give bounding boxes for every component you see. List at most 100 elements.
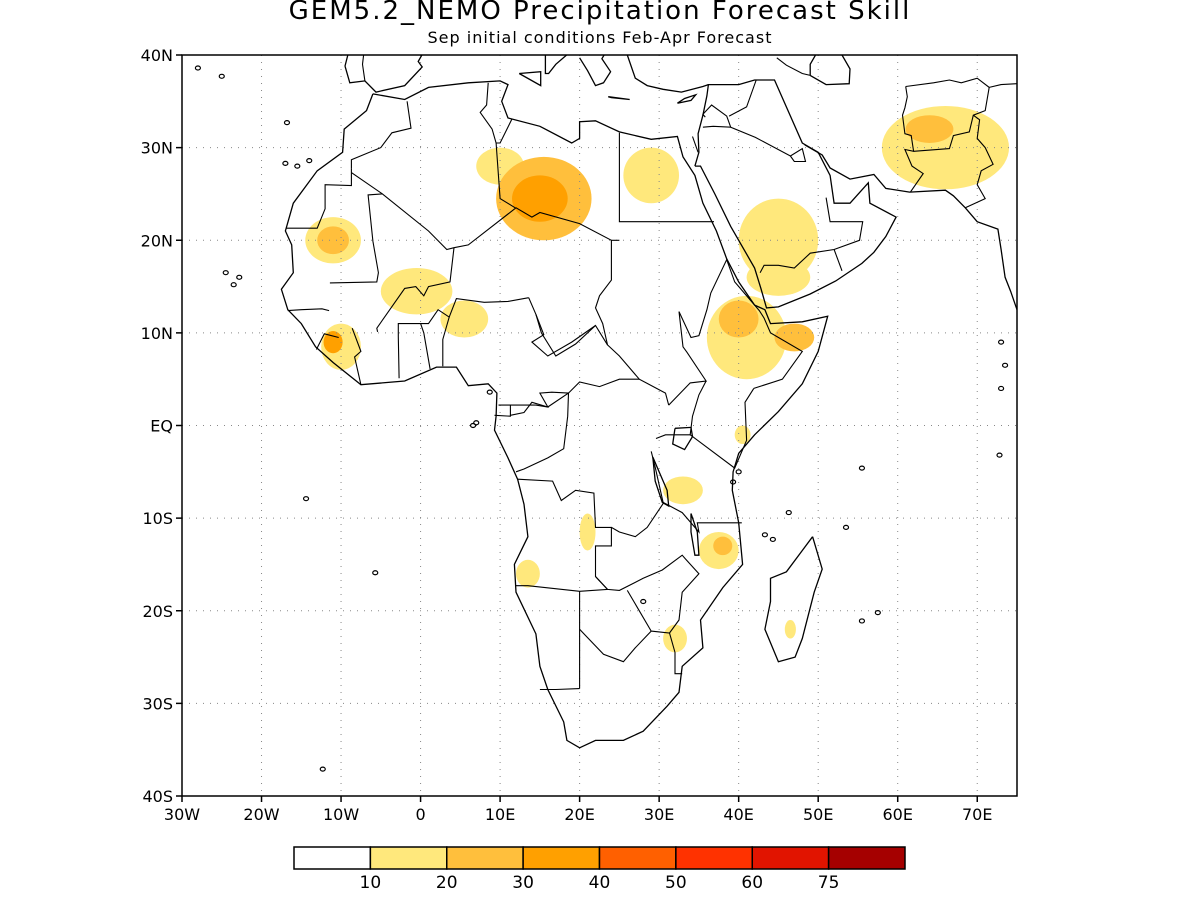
country-border [989, 83, 1017, 88]
country-border [528, 297, 596, 357]
lon-tick-label: 30W [164, 805, 200, 824]
country-border [409, 24, 443, 32]
colorbar-swatch [369, 846, 448, 870]
island [735, 469, 742, 475]
lat-tick-label: 20S [142, 602, 173, 621]
island [283, 120, 291, 126]
country-border [655, 434, 691, 440]
country-border [618, 132, 714, 223]
country-border [420, 323, 431, 370]
skill-region [516, 559, 540, 588]
country-border [376, 247, 455, 333]
island [319, 766, 326, 772]
island [469, 422, 477, 429]
skill-region [713, 536, 733, 556]
lat-tick-label: 30S [142, 694, 173, 713]
skill-region [774, 323, 815, 352]
lon-tick-label: 10E [485, 805, 515, 824]
colorbar-swatch [827, 846, 906, 870]
lake-victoria [671, 426, 694, 451]
skill-region [663, 476, 703, 505]
lat-tick-label: 40S [142, 787, 173, 806]
island [302, 496, 310, 502]
africa-coastline [280, 80, 829, 749]
skill-region [579, 513, 596, 551]
country-border [479, 82, 497, 144]
lon-tick-label: 60E [882, 805, 912, 824]
madagascar-coastline [764, 536, 823, 663]
island [785, 509, 792, 516]
island [640, 598, 647, 605]
island [997, 385, 1005, 392]
caspian-sea [809, 55, 851, 86]
island [222, 270, 229, 276]
italy-coastline [544, 55, 568, 75]
colorbar-label: 60 [741, 873, 763, 893]
country-border [689, 380, 755, 469]
island [769, 536, 776, 543]
colorbar-label: 50 [665, 873, 687, 893]
country-border [329, 193, 383, 284]
skill-region [663, 624, 687, 653]
colorbar-label: 30 [512, 873, 534, 893]
country-border [668, 258, 804, 406]
island [306, 157, 313, 164]
lon-tick-label: 20E [564, 805, 594, 824]
island [486, 389, 493, 395]
country-border [495, 142, 516, 209]
lon-tick-label: 70E [962, 805, 992, 824]
country-border [286, 168, 352, 229]
lat-tick-label: 10N [141, 324, 173, 343]
country-border [668, 632, 683, 675]
country-border [397, 308, 450, 379]
colorbar-label: 20 [436, 873, 458, 893]
country-border [510, 378, 640, 416]
island [858, 618, 866, 624]
island [858, 465, 866, 471]
country-border [728, 79, 757, 117]
turkey-coastline [626, 55, 709, 93]
country-border [965, 114, 994, 209]
sicily-coastline [518, 70, 542, 87]
lat-tick-label: EQ [150, 417, 173, 436]
island [996, 452, 1003, 458]
colorbar-swatch [751, 846, 830, 870]
colorbar-label: 10 [360, 873, 382, 893]
lon-tick-label: 10W [323, 805, 359, 824]
country-border [287, 308, 330, 312]
island [236, 274, 243, 280]
country-border [611, 502, 665, 538]
skill-shading-layer [305, 105, 1010, 653]
skill-region [380, 268, 453, 315]
country-border [494, 392, 570, 473]
coastlines-and-borders [194, 24, 1017, 772]
country-border [650, 451, 742, 534]
skill-region [905, 115, 954, 143]
island [294, 163, 301, 169]
lon-tick-label: 50E [803, 805, 833, 824]
country-border [516, 478, 612, 592]
crete-coastline [608, 96, 630, 101]
island [842, 524, 850, 530]
country-border [776, 57, 811, 76]
country-border [496, 118, 513, 144]
colorbar-swatch [675, 846, 753, 870]
country-border [730, 126, 807, 163]
colorbar-label: 75 [818, 873, 840, 893]
colorbar-swatch [598, 846, 677, 870]
island [997, 339, 1005, 345]
country-border [351, 172, 670, 406]
greece-coastline [579, 55, 612, 87]
country-border [350, 101, 412, 169]
skill-region [718, 300, 759, 338]
colorbar-swatch [446, 846, 524, 870]
country-border [448, 297, 529, 318]
lat-tick-label: 20N [141, 231, 173, 250]
colorbar-swatch [293, 846, 372, 870]
arabia-coastline [694, 79, 897, 309]
lat-tick-label: 10S [142, 509, 173, 528]
map-subtitle: Sep initial conditions Feb-Apr Forecast [427, 28, 773, 47]
country-border [535, 314, 608, 357]
island [230, 282, 237, 288]
